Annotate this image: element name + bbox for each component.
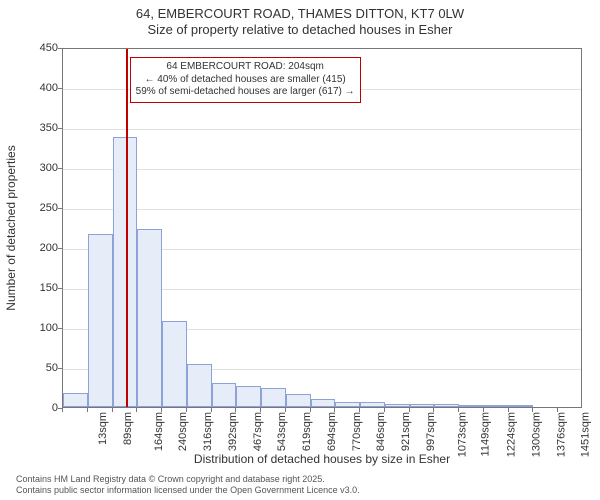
x-tick-label: 770sqm (351, 412, 363, 451)
y-axis-label: Number of detached properties (4, 145, 18, 310)
x-tick-mark (186, 408, 187, 412)
histogram-bar (434, 404, 459, 407)
x-tick-mark (285, 408, 286, 412)
x-tick-label: 13sqm (97, 412, 109, 445)
x-tick-mark (384, 408, 385, 412)
x-tick-label: 240sqm (177, 412, 189, 451)
histogram-bar (360, 402, 385, 407)
x-tick-mark (334, 408, 335, 412)
x-tick-label: 392sqm (227, 412, 239, 451)
x-tick-label: 89sqm (122, 412, 134, 445)
y-tick-label: 250 (18, 202, 58, 214)
x-tick-label: 1451sqm (580, 412, 592, 457)
y-tick-mark (58, 328, 62, 329)
title-line-2: Size of property relative to detached ho… (0, 22, 600, 38)
x-tick-label: 1224sqm (505, 412, 517, 457)
footer-line-2: Contains public sector information licen… (16, 485, 590, 496)
gridline (63, 129, 581, 130)
x-tick-label: 316sqm (202, 412, 214, 451)
x-tick-mark (136, 408, 137, 412)
x-tick-label: 467sqm (252, 412, 264, 451)
x-tick-mark (161, 408, 162, 412)
y-tick-label: 450 (18, 42, 58, 54)
y-tick-label: 300 (18, 162, 58, 174)
x-tick-label: 694sqm (326, 412, 338, 451)
callout-line: 59% of semi-detached houses are larger (… (136, 86, 355, 99)
x-tick-mark (458, 408, 459, 412)
chart-title: 64, EMBERCOURT ROAD, THAMES DITTON, KT7 … (0, 0, 600, 37)
callout-line: ← 40% of detached houses are smaller (41… (136, 74, 355, 87)
gridline (63, 209, 581, 210)
x-tick-mark (433, 408, 434, 412)
x-tick-mark (310, 408, 311, 412)
x-tick-label: 164sqm (153, 412, 165, 451)
y-tick-label: 150 (18, 282, 58, 294)
footer-attribution: Contains HM Land Registry data © Crown c… (16, 474, 590, 496)
y-tick-mark (58, 208, 62, 209)
histogram-bar (261, 388, 286, 407)
x-tick-label: 543sqm (276, 412, 288, 451)
histogram-bar (286, 394, 311, 407)
y-tick-mark (58, 368, 62, 369)
histogram-bar (311, 399, 336, 407)
y-tick-label: 400 (18, 82, 58, 94)
x-tick-mark (508, 408, 509, 412)
x-tick-label: 997sqm (425, 412, 437, 451)
y-tick-label: 100 (18, 322, 58, 334)
y-tick-label: 200 (18, 242, 58, 254)
x-tick-label: 1073sqm (456, 412, 468, 457)
histogram-bar (459, 405, 484, 407)
x-tick-mark (409, 408, 410, 412)
gridline (63, 169, 581, 170)
callout-line: 64 EMBERCOURT ROAD: 204sqm (136, 61, 355, 74)
y-tick-mark (58, 288, 62, 289)
y-tick-mark (58, 88, 62, 89)
histogram-bar (410, 404, 435, 407)
x-tick-mark (211, 408, 212, 412)
y-tick-mark (58, 168, 62, 169)
x-tick-mark (62, 408, 63, 412)
histogram-bar (212, 383, 237, 407)
histogram-bar (88, 234, 113, 407)
title-line-1: 64, EMBERCOURT ROAD, THAMES DITTON, KT7 … (0, 6, 600, 22)
y-tick-label: 50 (18, 362, 58, 374)
x-tick-label: 921sqm (400, 412, 412, 451)
x-tick-mark (112, 408, 113, 412)
highlight-marker (126, 49, 128, 407)
y-tick-label: 0 (18, 402, 58, 414)
y-tick-mark (58, 48, 62, 49)
x-tick-label: 1376sqm (555, 412, 567, 457)
histogram-bar (187, 364, 212, 407)
x-tick-mark (359, 408, 360, 412)
x-axis-label: Distribution of detached houses by size … (62, 452, 582, 466)
x-tick-mark (87, 408, 88, 412)
histogram-bar (335, 402, 360, 407)
y-tick-mark (58, 248, 62, 249)
x-tick-label: 846sqm (376, 412, 388, 451)
x-tick-mark (557, 408, 558, 412)
histogram-bar (385, 404, 410, 407)
x-tick-mark (235, 408, 236, 412)
callout-box: 64 EMBERCOURT ROAD: 204sqm← 40% of detac… (130, 57, 361, 103)
x-tick-mark (260, 408, 261, 412)
x-tick-label: 619sqm (301, 412, 313, 451)
histogram-bar (63, 393, 88, 407)
histogram-bar (137, 229, 162, 407)
footer-line-1: Contains HM Land Registry data © Crown c… (16, 474, 590, 485)
y-tick-mark (58, 128, 62, 129)
plot-area: 64 EMBERCOURT ROAD: 204sqm← 40% of detac… (62, 48, 582, 408)
x-tick-label: 1149sqm (480, 412, 492, 456)
histogram-bar (236, 386, 261, 407)
histogram-bar (162, 321, 187, 407)
x-tick-mark (483, 408, 484, 412)
x-tick-label: 1300sqm (530, 412, 542, 457)
histogram-bar (484, 405, 509, 407)
histogram-bar (509, 405, 534, 407)
x-tick-mark (532, 408, 533, 412)
y-tick-label: 350 (18, 122, 58, 134)
